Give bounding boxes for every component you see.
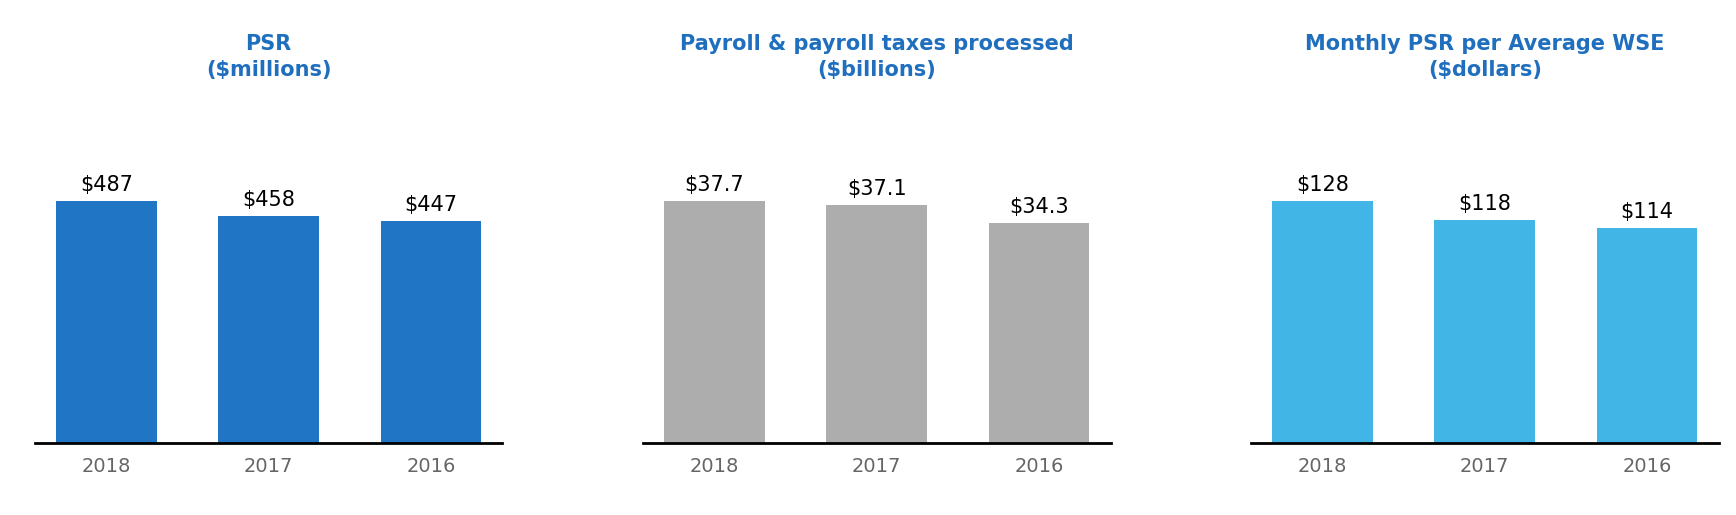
- Bar: [1272, 201, 1373, 443]
- Bar: [990, 223, 1088, 443]
- Text: $37.7: $37.7: [684, 175, 745, 195]
- Bar: [665, 201, 764, 443]
- Text: $487: $487: [80, 175, 132, 195]
- Text: $34.3: $34.3: [1009, 197, 1069, 217]
- Text: $458: $458: [241, 190, 295, 210]
- Text: $114: $114: [1621, 202, 1674, 222]
- Title: PSR
($millions): PSR ($millions): [207, 33, 332, 80]
- Bar: [826, 205, 927, 443]
- Bar: [380, 221, 481, 443]
- Bar: [219, 216, 319, 443]
- Text: $128: $128: [1297, 175, 1349, 195]
- Bar: [56, 201, 156, 443]
- Bar: [1597, 228, 1698, 443]
- Text: $447: $447: [404, 195, 457, 215]
- Text: $118: $118: [1458, 194, 1512, 214]
- Bar: [1434, 220, 1535, 443]
- Title: Monthly PSR per Average WSE
($dollars): Monthly PSR per Average WSE ($dollars): [1305, 33, 1665, 80]
- Text: $37.1: $37.1: [847, 179, 906, 199]
- Title: Payroll & payroll taxes processed
($billions): Payroll & payroll taxes processed ($bill…: [681, 33, 1073, 80]
